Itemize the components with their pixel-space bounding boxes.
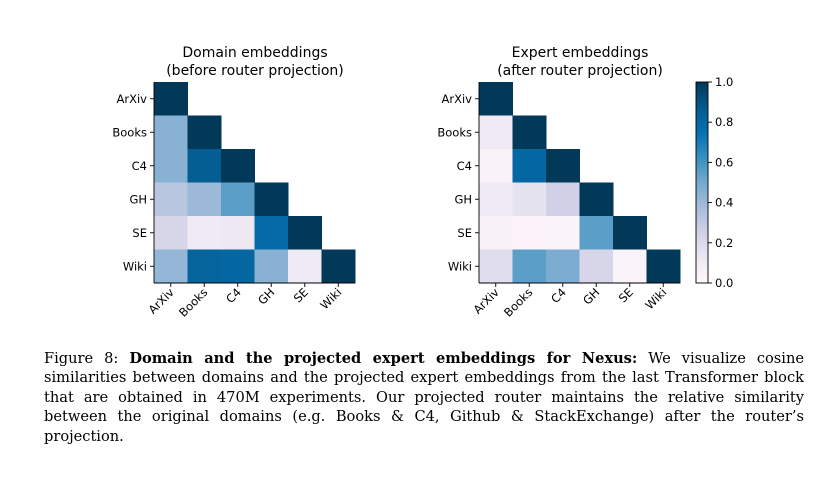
heatmap-cell-Wiki-Wiki bbox=[646, 249, 681, 284]
heatmap-cell-Books-Books bbox=[512, 115, 547, 150]
heatmap-cell-C4-ArXiv bbox=[479, 149, 513, 183]
colorbar-tick-label: 0.6 bbox=[715, 155, 733, 169]
x-tick-label: Wiki bbox=[317, 285, 344, 312]
x-tick-label: Books bbox=[176, 285, 210, 319]
x-tick-label: ArXiv bbox=[470, 285, 502, 317]
heatmap-cell-GH-C4 bbox=[221, 182, 255, 217]
y-tick-label: Books bbox=[437, 125, 472, 139]
heatmap-cell-SE-ArXiv bbox=[479, 216, 513, 250]
heatmap-cell-Wiki-ArXiv bbox=[479, 249, 513, 284]
y-tick-label: SE bbox=[457, 226, 472, 240]
heatmap-cell-ArXiv-ArXiv bbox=[479, 82, 513, 116]
heatmap-cell-SE-Books bbox=[512, 216, 547, 250]
heatmap-cell-Books-ArXiv bbox=[154, 115, 188, 150]
x-tick-label: SE bbox=[616, 285, 636, 305]
heatmap-cell-GH-GH bbox=[254, 182, 289, 217]
x-tick-label: Wiki bbox=[642, 285, 669, 312]
heatmap-cell-SE-GH bbox=[579, 216, 614, 250]
heatmap-title: Expert embeddings bbox=[512, 45, 649, 61]
heatmap-cell-GH-Books bbox=[512, 182, 547, 217]
caption-text: We visualize cosine similarities between… bbox=[44, 350, 805, 445]
heatmap-cell-Wiki-Books bbox=[512, 249, 547, 284]
x-tick-label: SE bbox=[291, 285, 311, 305]
heatmap-panel-domain: Domain embeddings (before router project… bbox=[112, 45, 356, 320]
heatmap-cell-GH-Books bbox=[187, 182, 222, 217]
heatmap-cell-Wiki-ArXiv bbox=[154, 249, 188, 284]
heatmap-cell-Wiki-C4 bbox=[221, 249, 255, 284]
heatmap-cell-Wiki-SE bbox=[288, 249, 322, 284]
heatmap-title: Domain embeddings bbox=[182, 45, 327, 61]
heatmap-cell-SE-C4 bbox=[221, 216, 255, 250]
colorbar: 0.0 0.2 0.4 0.6 0.8 1.0 bbox=[695, 75, 733, 290]
colorbar-tick-label: 1.0 bbox=[715, 75, 733, 89]
caption-bold: Domain and the projected expert embeddin… bbox=[129, 350, 638, 367]
heatmap-cell-SE-Books bbox=[187, 216, 222, 250]
y-tick-label: ArXiv bbox=[117, 92, 148, 106]
heatmap-cell-Wiki-C4 bbox=[546, 249, 580, 284]
heatmap-cell-GH-ArXiv bbox=[154, 182, 188, 217]
x-tick-label: C4 bbox=[223, 285, 244, 306]
y-tick-label: Wiki bbox=[123, 259, 147, 273]
heatmap-cell-C4-Books bbox=[187, 149, 222, 183]
x-tick-label: ArXiv bbox=[145, 285, 177, 317]
heatmap-cell-SE-SE bbox=[288, 216, 322, 250]
x-tick-label: GH bbox=[580, 285, 602, 307]
x-tick-label: C4 bbox=[548, 285, 569, 306]
heatmap-cell-Books-ArXiv bbox=[479, 115, 513, 150]
y-tick-label: Wiki bbox=[448, 259, 472, 273]
heatmap-cell-GH-ArXiv bbox=[479, 182, 513, 217]
heatmap-cell-C4-C4 bbox=[221, 149, 255, 183]
colorbar-tick-label: 0.0 bbox=[715, 276, 733, 290]
figure-heatmaps: Domain embeddings (before router project… bbox=[112, 45, 733, 320]
heatmap-cell-Wiki-GH bbox=[579, 249, 614, 284]
heatmap-panel-expert: Expert embeddings (after router projecti… bbox=[437, 45, 681, 320]
caption-label: Figure 8: bbox=[44, 350, 119, 367]
heatmap-cell-GH-GH bbox=[579, 182, 614, 217]
heatmap-cell-Books-Books bbox=[187, 115, 222, 150]
figure-caption: Figure 8: Domain and the projected exper… bbox=[44, 349, 804, 446]
heatmap-cell-SE-ArXiv bbox=[154, 216, 188, 250]
heatmap-cell-Wiki-GH bbox=[254, 249, 289, 284]
heatmap-subtitle: (after router projection) bbox=[497, 63, 663, 79]
heatmap-cell-C4-C4 bbox=[546, 149, 580, 183]
heatmap-cell-Wiki-SE bbox=[613, 249, 647, 284]
y-tick-label: SE bbox=[132, 226, 147, 240]
colorbar-tick-label: 0.4 bbox=[715, 196, 733, 210]
heatmap-cell-ArXiv-ArXiv bbox=[154, 82, 188, 116]
colorbar-gradient bbox=[695, 81, 709, 284]
colorbar-tick-label: 0.2 bbox=[715, 236, 733, 250]
x-tick-label: GH bbox=[255, 285, 277, 307]
y-tick-label: GH bbox=[129, 192, 147, 206]
y-tick-label: GH bbox=[454, 192, 472, 206]
heatmap-subtitle: (before router projection) bbox=[166, 63, 344, 79]
heatmap-cell-SE-SE bbox=[613, 216, 647, 250]
y-tick-label: ArXiv bbox=[442, 92, 473, 106]
heatmap-cell-SE-GH bbox=[254, 216, 289, 250]
colorbar-tick-label: 0.8 bbox=[715, 115, 733, 129]
heatmap-cell-SE-C4 bbox=[546, 216, 580, 250]
y-tick-label: Books bbox=[112, 125, 147, 139]
heatmap-cell-GH-C4 bbox=[546, 182, 580, 217]
heatmap-cell-Wiki-Wiki bbox=[321, 249, 356, 284]
x-tick-label: Books bbox=[501, 285, 535, 319]
y-tick-label: C4 bbox=[132, 159, 147, 173]
heatmap-cell-C4-Books bbox=[512, 149, 547, 183]
heatmap-cell-C4-ArXiv bbox=[154, 149, 188, 183]
y-tick-label: C4 bbox=[457, 159, 472, 173]
heatmap-cell-Wiki-Books bbox=[187, 249, 222, 284]
